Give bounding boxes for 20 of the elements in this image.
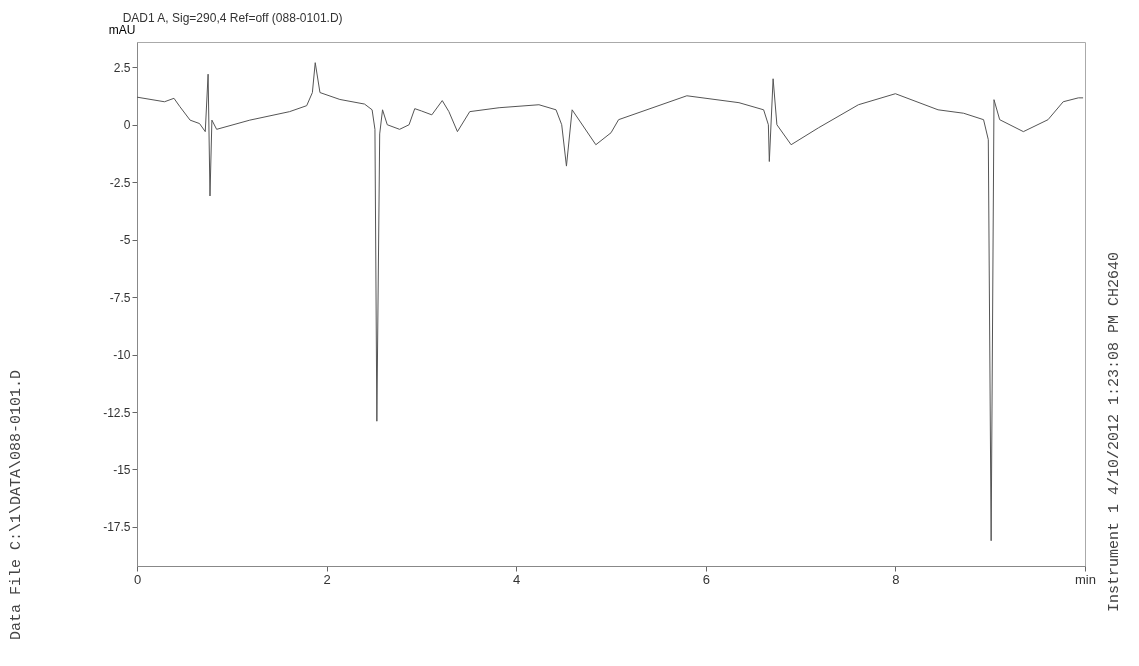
y-tick-label: 0 bbox=[123, 118, 131, 133]
y-tick-label: -12.5 bbox=[103, 405, 131, 420]
y-tick-label: -2.5 bbox=[109, 175, 131, 190]
x-tick-label: 8 bbox=[892, 571, 900, 587]
x-tick-label: 0 bbox=[133, 571, 142, 587]
y-axis-title: mAU bbox=[108, 22, 136, 37]
x-tick-label: min bbox=[1075, 571, 1096, 587]
line-series bbox=[136, 62, 1084, 542]
x-tick-label: 2 bbox=[323, 571, 331, 587]
x-tick-label: 6 bbox=[702, 571, 710, 587]
chart-title: DAD1 A, Sig=290,4 Ref=off (088-0101.D) bbox=[122, 11, 343, 25]
text: Instrument 1 4/10/2012 1:23:08 PM CH2640 bbox=[1106, 251, 1123, 612]
y-tick-label: -17.5 bbox=[103, 520, 131, 535]
y-tick-label: -15 bbox=[113, 462, 131, 477]
y-tick-label: -10 bbox=[113, 348, 131, 363]
x-tick-label: 4 bbox=[513, 571, 521, 587]
y-tick-label: -7.5 bbox=[109, 290, 131, 305]
text: Data File C:\1\DATA\088-0101.D bbox=[8, 369, 25, 640]
y-tick-label: 2.5 bbox=[113, 60, 131, 75]
y-tick-label: -5 bbox=[119, 233, 131, 248]
